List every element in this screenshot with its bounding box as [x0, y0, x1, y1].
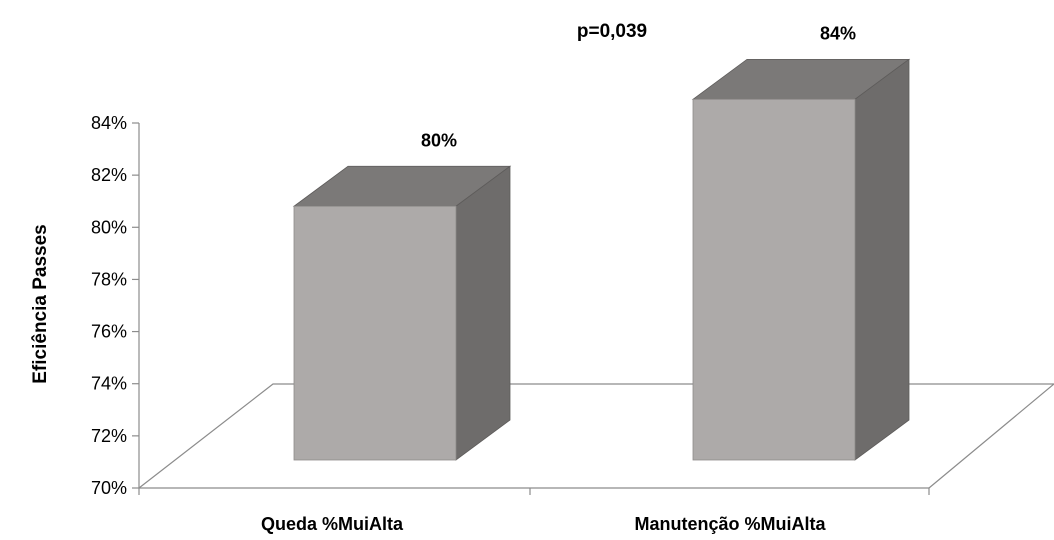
y-tick-label: 82%: [91, 165, 127, 185]
p-value-annotation: p=0,039: [577, 21, 647, 42]
y-tick-label: 78%: [91, 269, 127, 289]
x-category-label: Queda %MuiAlta: [261, 514, 404, 534]
bar-front-face: [692, 98, 856, 461]
y-tick-label: 72%: [91, 426, 127, 446]
bar-side-face: [455, 165, 511, 461]
x-category-label: Manutenção %MuiAlta: [634, 514, 826, 534]
labels: 80% Queda %MuiAlta 84% Manutenção %MuiAlta: [261, 23, 856, 534]
y-tick-label: 80%: [91, 217, 127, 237]
chart-floor: [138, 383, 1054, 495]
y-tick-label: 70%: [91, 478, 127, 498]
bar-side-face: [854, 58, 910, 461]
y-tick-label: 76%: [91, 322, 127, 342]
y-tick-label: 84%: [91, 113, 127, 133]
bar-front-face: [293, 205, 457, 461]
bars: [292, 58, 911, 461]
data-label: 84%: [820, 23, 856, 43]
y-tick-label: 74%: [91, 374, 127, 394]
y-axis-title: Eficiência Passes: [30, 224, 51, 384]
y-axis: 70% 72% 74% 76% 78% 80% 82% 84%: [91, 113, 140, 498]
bar-2: [691, 58, 911, 461]
data-label: 80%: [421, 130, 457, 150]
bar-1: [292, 165, 512, 461]
floor-outline: [138, 383, 1054, 489]
